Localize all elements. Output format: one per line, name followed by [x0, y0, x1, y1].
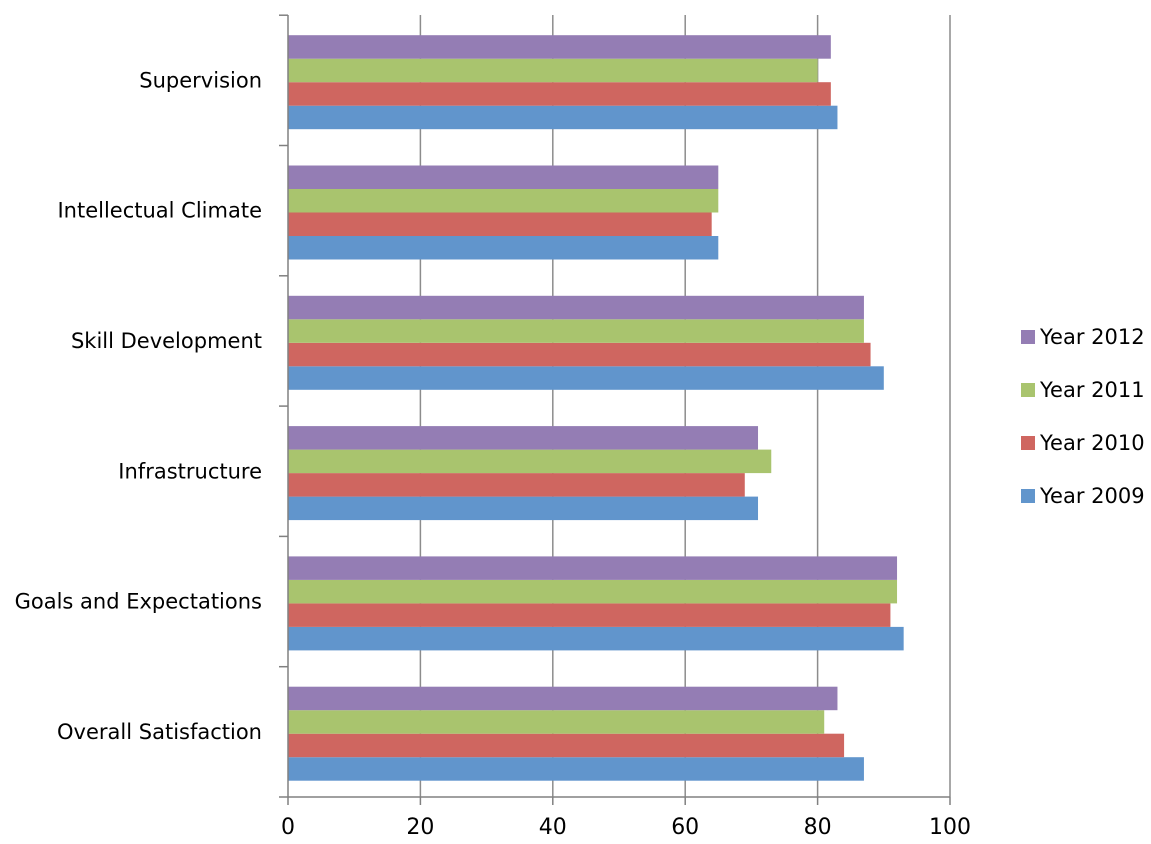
legend-label-year-2011: Year 2011 [1039, 378, 1145, 402]
category-label-infrastructure: Infrastructure [118, 459, 262, 483]
x-tick-label-80: 80 [804, 815, 832, 840]
bar-overall-satisfaction-year-2010 [288, 733, 845, 758]
bar-goals-and-expectations-year-2012 [288, 556, 898, 580]
axes [279, 14, 951, 805]
bar-goals-and-expectations-year-2010 [288, 603, 891, 627]
legend-label-year-2012: Year 2012 [1039, 325, 1145, 349]
x-tick-label-60: 60 [671, 815, 699, 840]
bar-intellectual-climate-year-2011 [288, 189, 719, 213]
bar-infrastructure-year-2010 [288, 473, 745, 497]
category-label-intellectual-climate: Intellectual Climate [57, 199, 262, 223]
category-label-skill-development: Skill Development [71, 329, 262, 353]
legend: Year 2012 Year 2011 Year 2010 Year 2009 [1021, 325, 1145, 508]
bar-infrastructure-year-2012 [288, 426, 759, 450]
category-labels: Overall Satisfaction Goals and Expectatio… [15, 68, 262, 744]
gridlines [419, 15, 951, 797]
bar-skill-development-year-2009 [288, 366, 884, 390]
bar-goals-and-expectations-year-2011 [288, 579, 898, 604]
bar-goals-and-expectations-year-2009 [288, 626, 904, 651]
bar-skill-development-year-2011 [288, 319, 864, 343]
category-label-overall-satisfaction: Overall Satisfaction [57, 720, 262, 744]
legend-label-year-2010: Year 2010 [1039, 431, 1145, 455]
x-tick-label-20: 20 [406, 815, 434, 840]
legend-label-year-2009: Year 2009 [1039, 484, 1145, 508]
bar-supervision-year-2012 [288, 35, 831, 59]
x-tick-label-100: 100 [929, 815, 971, 840]
bars [288, 35, 904, 781]
bar-overall-satisfaction-year-2012 [288, 686, 838, 711]
legend-swatch-year-2012 [1021, 330, 1035, 344]
bar-intellectual-climate-year-2010 [288, 212, 712, 236]
bar-overall-satisfaction-year-2011 [288, 710, 825, 734]
legend-swatch-year-2011 [1021, 383, 1035, 397]
legend-swatch-year-2010 [1021, 436, 1035, 450]
bar-supervision-year-2011 [288, 58, 818, 83]
x-tick-label-0: 0 [281, 815, 295, 840]
x-tick-labels: 0 20 40 60 80 100 [281, 815, 971, 840]
x-tick-label-40: 40 [539, 815, 567, 840]
bar-intellectual-climate-year-2009 [288, 236, 719, 260]
bar-overall-satisfaction-year-2009 [288, 757, 864, 781]
category-label-supervision: Supervision [139, 68, 262, 92]
bar-infrastructure-year-2011 [288, 449, 772, 474]
bar-supervision-year-2010 [288, 82, 831, 106]
category-label-goals-and-expectations: Goals and Expectations [15, 590, 262, 614]
bar-skill-development-year-2010 [288, 342, 871, 367]
bar-supervision-year-2009 [288, 105, 838, 130]
bar-skill-development-year-2012 [288, 295, 864, 320]
legend-swatch-year-2009 [1021, 489, 1035, 503]
bar-infrastructure-year-2009 [288, 496, 759, 521]
bar-intellectual-climate-year-2012 [288, 165, 719, 189]
